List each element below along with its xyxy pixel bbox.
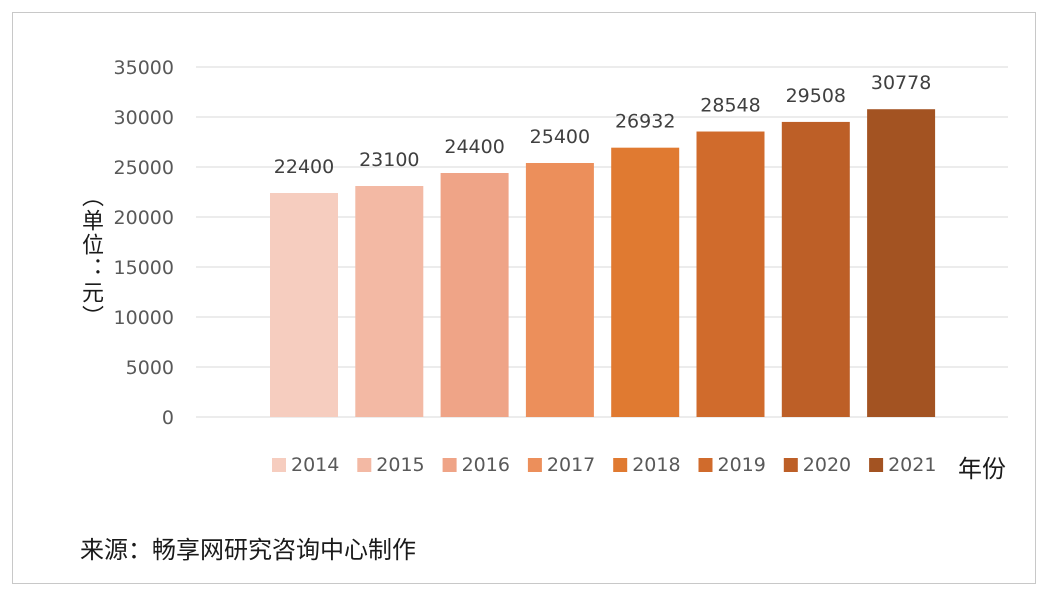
legend-label: 2020	[803, 454, 851, 476]
legend-label: 2016	[462, 454, 510, 476]
data-label: 28548	[700, 95, 760, 117]
bar	[355, 186, 424, 417]
legend-label: 2019	[718, 454, 766, 476]
y-axis-label-wrap: （单位：元）	[60, 185, 120, 329]
y-tick-label: 25000	[114, 157, 174, 179]
legend-label: 2014	[291, 454, 339, 476]
source-note: 来源：畅享网研究咨询中心制作	[80, 536, 416, 564]
y-tick-label: 5000	[126, 357, 174, 379]
legend-swatch	[783, 458, 798, 472]
y-tick-label: 0	[162, 407, 174, 429]
legend-label: 2017	[547, 454, 595, 476]
bar	[781, 121, 850, 418]
y-tick-label: 20000	[114, 207, 174, 229]
legend-swatch	[272, 458, 286, 472]
bar	[611, 147, 680, 417]
bar	[525, 163, 594, 417]
bar	[440, 173, 509, 417]
legend-swatch	[869, 458, 884, 472]
data-label: 30778	[871, 72, 931, 94]
data-label: 26932	[615, 111, 675, 133]
chart-frame	[12, 12, 1036, 584]
data-label: 22400	[274, 156, 334, 178]
legend-label: 2018	[632, 454, 680, 476]
y-tick-label: 10000	[114, 307, 174, 329]
legend-label: 2015	[376, 454, 424, 476]
legend-swatch	[527, 458, 542, 472]
data-label: 24400	[444, 136, 504, 158]
x-axis-unit-label: 年份	[958, 455, 1006, 483]
y-axis-label: （单位：元）	[78, 185, 103, 329]
legend-swatch	[613, 458, 628, 472]
legend-swatch	[442, 458, 457, 472]
legend-swatch	[357, 458, 372, 472]
data-label: 23100	[359, 149, 419, 171]
data-label: 25400	[530, 126, 590, 148]
data-label: 29508	[786, 85, 846, 107]
bar	[270, 193, 338, 417]
legend-swatch	[698, 458, 713, 472]
y-tick-label: 35000	[114, 57, 174, 79]
bar	[867, 109, 936, 417]
bar	[696, 131, 765, 417]
y-tick-label: 30000	[114, 107, 174, 129]
y-tick-label: 15000	[114, 257, 174, 279]
legend-label: 2021	[888, 454, 936, 476]
